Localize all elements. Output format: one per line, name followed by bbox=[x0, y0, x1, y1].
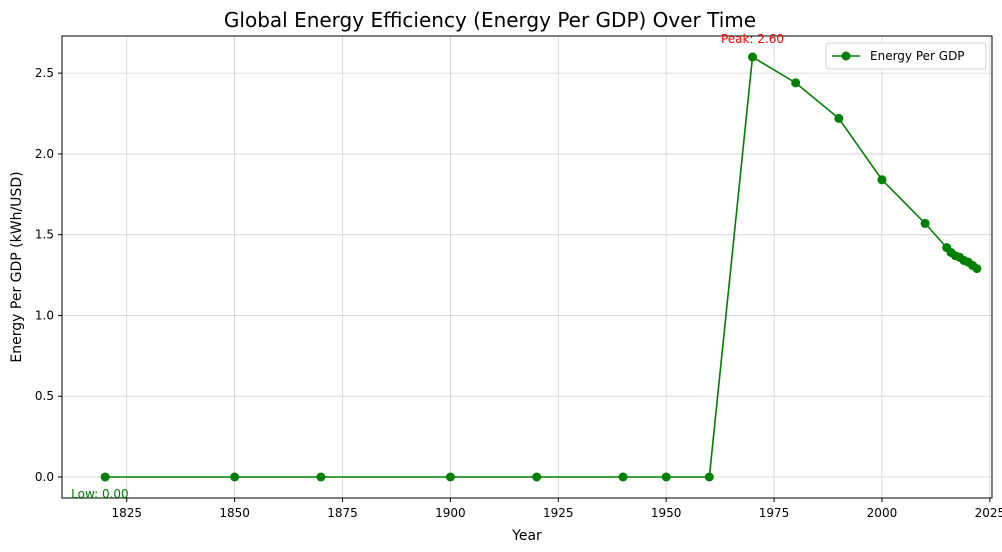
plot-frame bbox=[61, 35, 993, 499]
x-tick-label: 1975 bbox=[759, 506, 790, 520]
data-point bbox=[532, 472, 542, 482]
y-tick-label: 2.0 bbox=[35, 147, 54, 161]
x-tick-label: 2000 bbox=[867, 506, 898, 520]
data-point bbox=[920, 218, 930, 228]
data-point bbox=[791, 78, 801, 88]
x-tick-label: 1900 bbox=[435, 506, 466, 520]
x-tick-label: 1875 bbox=[327, 506, 358, 520]
legend-marker-swatch bbox=[841, 51, 851, 61]
low-annotation: Low: 0.00 bbox=[71, 487, 129, 501]
y-axis-label: Energy Per GDP (kWh/USD) bbox=[9, 171, 25, 362]
data-point bbox=[972, 264, 982, 274]
data-point bbox=[747, 52, 757, 62]
x-tick-label: 1850 bbox=[219, 506, 250, 520]
data-point bbox=[661, 472, 671, 482]
data-point bbox=[618, 472, 628, 482]
y-tick-label: 1.0 bbox=[35, 308, 54, 322]
axis-ticks: 1825 1850 1875 1900 1925 1950 1975 2000 2025 0.0 0… bbox=[35, 66, 1002, 520]
legend-label: Energy Per GDP bbox=[870, 49, 965, 63]
series-line bbox=[105, 55, 978, 478]
data-point bbox=[100, 472, 110, 482]
series-layer bbox=[100, 52, 982, 482]
annotations: Peak: 2.60 Low: 0.00 bbox=[71, 32, 784, 501]
data-point bbox=[877, 175, 887, 185]
x-tick-label: 1825 bbox=[111, 506, 142, 520]
data-point bbox=[704, 472, 714, 482]
x-tick-label: 2025 bbox=[975, 506, 1002, 520]
y-tick-label: 0.5 bbox=[35, 389, 54, 403]
x-tick-label: 1950 bbox=[651, 506, 682, 520]
legend-box bbox=[825, 42, 987, 70]
peak-annotation: Peak: 2.60 bbox=[721, 32, 784, 46]
grid bbox=[62, 36, 992, 498]
y-tick-label: 0.0 bbox=[35, 470, 54, 484]
y-tick-label: 2.5 bbox=[35, 66, 54, 80]
y-tick-label: 1.5 bbox=[35, 228, 54, 242]
x-axis-label: Year bbox=[511, 528, 542, 544]
data-point bbox=[316, 472, 326, 482]
legend: Energy Per GDP bbox=[825, 42, 987, 70]
data-point bbox=[445, 472, 455, 482]
chart-title: Global Energy Efficiency (Energy Per GDP… bbox=[224, 8, 756, 32]
x-tick-label: 1925 bbox=[543, 506, 574, 520]
data-point bbox=[230, 472, 240, 482]
data-point bbox=[834, 113, 844, 123]
